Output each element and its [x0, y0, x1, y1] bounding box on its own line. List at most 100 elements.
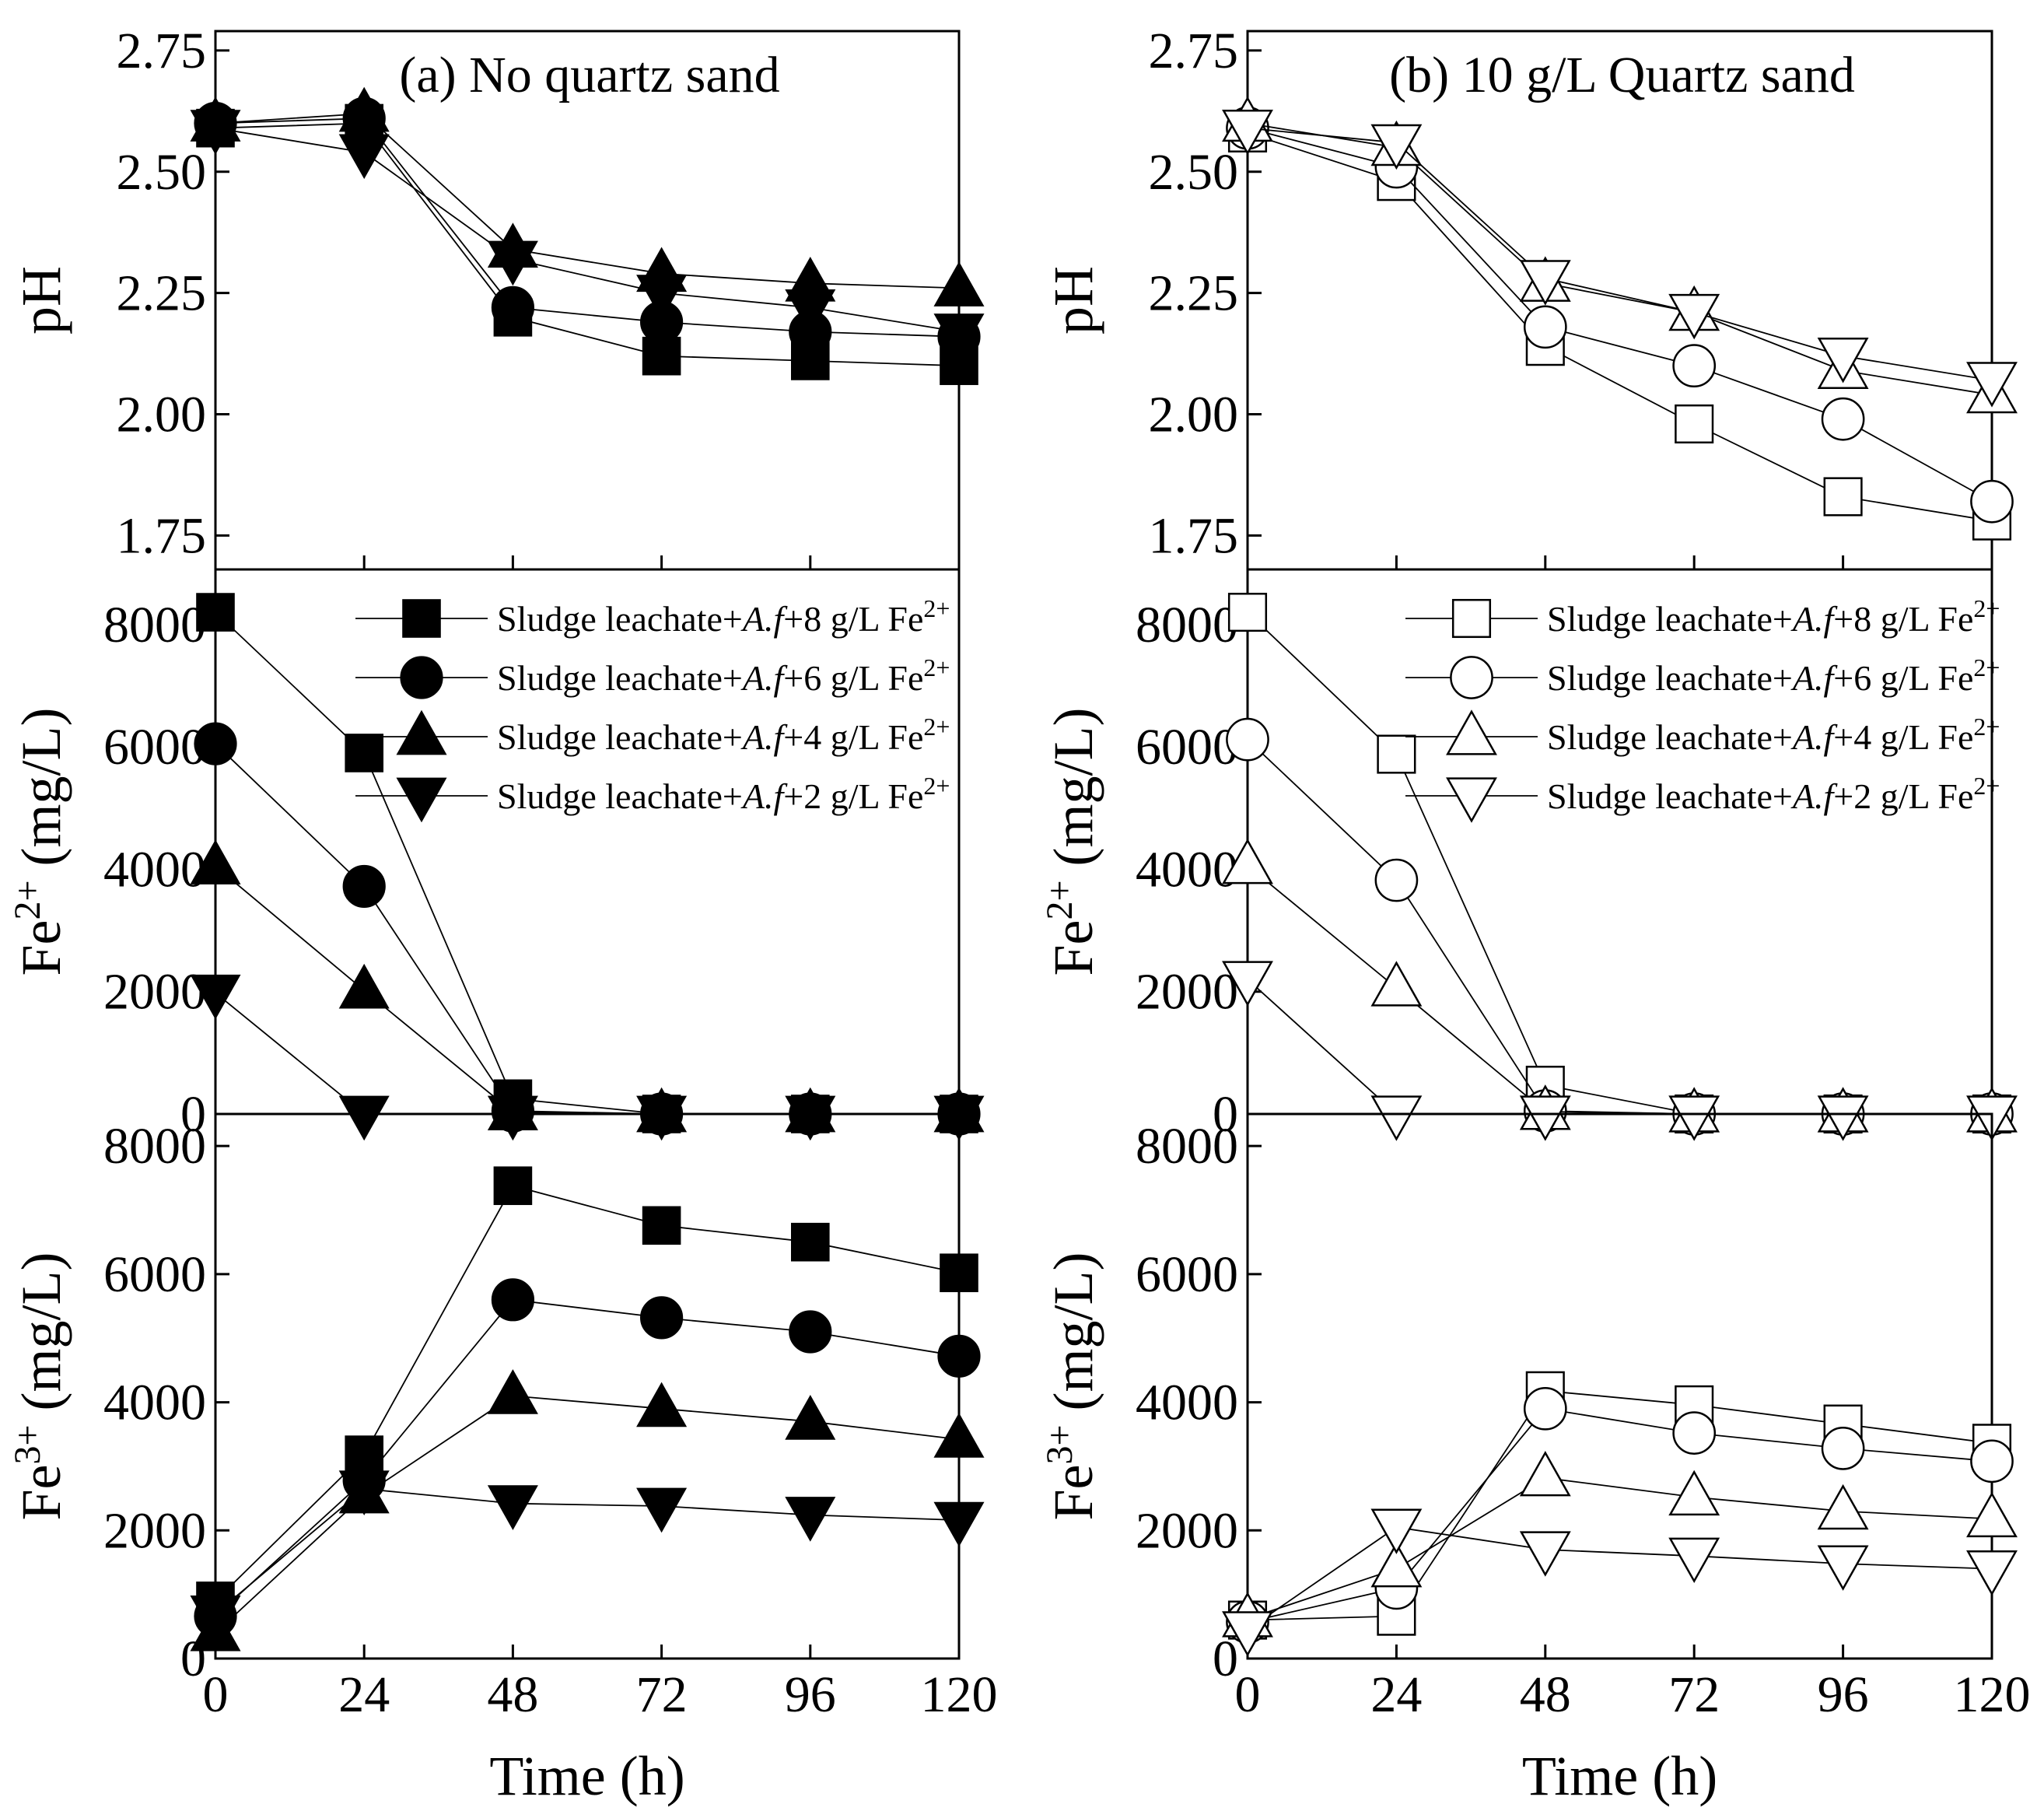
- legend-italic: A.f: [1790, 658, 1839, 698]
- y-tick-label: 6000: [103, 1246, 206, 1303]
- legend-italic: A.f: [1790, 599, 1839, 639]
- legend-italic: A.f: [740, 776, 789, 816]
- legend-label: Sludge leachate+A.f+2 g/L Fe2+: [1547, 772, 2000, 816]
- data-point: [640, 1296, 684, 1340]
- data-point: [338, 1095, 390, 1141]
- data-point: [1377, 734, 1416, 774]
- data-point: [933, 261, 985, 307]
- legend-conc: +4 g/L Fe: [1833, 717, 1973, 757]
- legend-italic: A.f: [740, 658, 789, 698]
- axes-frame: [1246, 1112, 1993, 1660]
- y-tick-label: 2.75: [117, 23, 207, 79]
- x-tick-label: 96: [785, 1666, 836, 1723]
- data-point: [1821, 397, 1865, 441]
- data-point: [785, 1095, 836, 1141]
- data-point: [636, 275, 688, 320]
- data-point: [1222, 110, 1273, 156]
- plot-root: 1.75 2.00 2.25 2.50 2.75 pH 0 2000 4000 6000 8000 F…: [7, 23, 2031, 1807]
- data-point: [1226, 717, 1269, 762]
- y-tick-label: 4000: [1136, 1375, 1238, 1431]
- data-point: [194, 722, 237, 765]
- series-line: [1247, 1526, 1993, 1631]
- y-axis-label-main: pH: [1042, 266, 1104, 335]
- series-line: [1247, 1407, 1993, 1623]
- y-tick-label: 2000: [103, 964, 206, 1021]
- y-tick-label: 2.50: [117, 144, 207, 201]
- data-point: [1966, 362, 2018, 408]
- y-axis-label: pH: [1042, 266, 1104, 335]
- series-triangle-down: [190, 110, 985, 359]
- data-point: [1668, 293, 1720, 340]
- x-tick-label: 120: [1954, 1666, 2031, 1723]
- legend-sup: 2+: [1973, 653, 2000, 681]
- data-point: [338, 134, 390, 180]
- data-point: [940, 1253, 978, 1293]
- y-axis-label-sup: 3+: [7, 1424, 48, 1464]
- x-tick-label: 48: [487, 1666, 538, 1723]
- data-point: [1370, 1541, 1423, 1588]
- y-tick-label: 6000: [1136, 719, 1238, 776]
- data-point: [1370, 1508, 1423, 1554]
- series-line: [215, 127, 960, 333]
- panel-b-ph: 1.75 2.00 2.25 2.50 2.75 pH: [1042, 23, 2018, 571]
- data-point: [493, 1166, 533, 1206]
- series-triangle-up: [1222, 1451, 2018, 1638]
- data-point: [1675, 404, 1714, 444]
- y-axis-label: Fe3+ (mg/L): [7, 1252, 73, 1520]
- series-circle: [1226, 106, 2014, 524]
- y-axis-label: Fe2+ (mg/L): [1039, 707, 1105, 976]
- legend-italic: A.f: [740, 599, 789, 639]
- y-tick-label: 2000: [1136, 964, 1238, 1021]
- data-point: [1970, 1439, 2014, 1483]
- data-point: [1519, 260, 1571, 306]
- data-point: [642, 1206, 681, 1245]
- series-line: [1247, 1389, 1993, 1621]
- data-point: [1370, 1095, 1423, 1141]
- data-point: [789, 1310, 832, 1354]
- data-point: [1227, 593, 1268, 632]
- legend-marker: [1446, 709, 1497, 755]
- y-axis-label: Fe3+ (mg/L): [1039, 1252, 1105, 1520]
- data-point: [1222, 838, 1273, 884]
- legend-prefix: Sludge leachate+: [1547, 776, 1793, 816]
- series-line: [215, 1185, 960, 1602]
- data-point: [487, 1095, 538, 1141]
- x-tick-label: 72: [636, 1666, 688, 1723]
- y-axis-label-sup: 3+: [1039, 1424, 1080, 1464]
- x-axis-label: Time (h): [489, 1745, 684, 1807]
- legend-sup: 2+: [1973, 713, 2000, 741]
- data-point: [933, 314, 985, 359]
- data-point: [933, 1413, 985, 1458]
- y-tick-label: 0: [1213, 1631, 1238, 1687]
- data-point: [1222, 1611, 1273, 1657]
- y-tick-label: 0: [1213, 1086, 1238, 1143]
- y-axis-label-main: pH: [10, 266, 72, 335]
- legend-label: Sludge leachate+A.f+8 g/L Fe2+: [497, 594, 950, 639]
- legend-label: Sludge leachate+A.f+8 g/L Fe2+: [1547, 594, 2000, 639]
- y-tick-label: 8000: [1136, 597, 1238, 653]
- data-point: [487, 240, 538, 286]
- panel-b-fe3: 0 2000 4000 6000 8000 Fe3+ (mg/L): [1039, 1112, 2018, 1687]
- data-point: [345, 734, 383, 772]
- x-tick-label: 0: [203, 1666, 229, 1723]
- panel-title: (a) No quartz sand: [399, 47, 779, 103]
- y-axis-label-suffix: (mg/L): [10, 707, 72, 880]
- series-line: [215, 122, 960, 367]
- series-line: [215, 117, 960, 338]
- data-point: [1817, 338, 1869, 384]
- data-point: [1523, 1386, 1567, 1431]
- series-line: [1247, 127, 1993, 503]
- y-axis-label-main: Fe: [1042, 920, 1104, 976]
- data-point: [1823, 477, 1863, 517]
- y-tick-label: 2000: [103, 1502, 206, 1559]
- y-tick-label: 8000: [103, 597, 206, 653]
- data-point: [785, 289, 836, 335]
- legend-marker: [402, 599, 441, 638]
- series-line: [1247, 122, 1993, 396]
- data-point: [1672, 1411, 1717, 1455]
- y-tick-label: 1.75: [117, 507, 207, 564]
- legend-italic: A.f: [1790, 717, 1839, 757]
